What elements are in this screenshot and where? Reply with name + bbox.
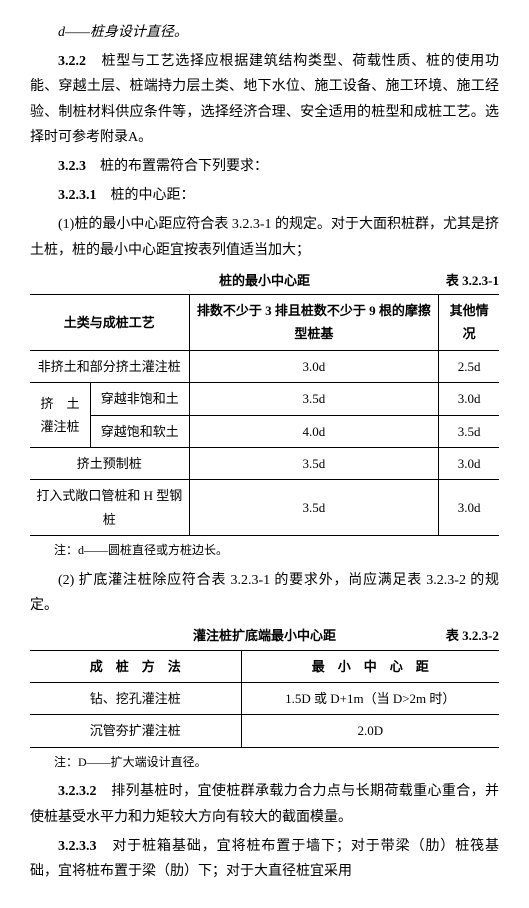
section-3-2-3: 3.2.3 桩的布置需符合下列要求：	[30, 154, 499, 179]
table-row: 沉管夯扩灌注桩 2.0D	[30, 715, 499, 747]
def-d-text: d——桩身设计直径。	[58, 25, 188, 40]
table2-title: 灌注桩扩底端最小中心距	[193, 628, 336, 643]
t1-header-2: 排数不少于 3 排且桩数不少于 9 根的摩擦型桩基	[189, 295, 439, 351]
t1-r3c3: 3.5d	[439, 415, 499, 447]
t1-r4c1: 挤土预制桩	[30, 448, 189, 480]
table-row: 穿越饱和软土 4.0d 3.5d	[30, 415, 499, 447]
sec-text-3-2-3-1: 桩的中心距：	[111, 188, 195, 203]
t1-r1c1: 非挤土和部分挤土灌注桩	[30, 350, 189, 382]
table-row: 钻、挖孔灌注桩 1.5D 或 D+1m（当 D>2m 时）	[30, 682, 499, 714]
t1-r2c1: 穿越非饱和土	[91, 383, 190, 415]
t1-r3c1: 穿越饱和软土	[91, 415, 190, 447]
sec-text-3-2-3-2: 排列基桩时，宜使桩群承载力合力点与长期荷载重心重合，并使桩基受水平力和力矩较大方…	[30, 784, 499, 824]
t1-r5c1: 打入式敞口管桩和 H 型钢桩	[30, 480, 189, 536]
table2-number: 表 3.2.3-2	[446, 624, 499, 647]
t1-r3c2: 4.0d	[189, 415, 439, 447]
para-2: (2) 扩底灌注桩除应符合表 3.2.3-1 的要求外，尚应满足表 3.2.3-…	[30, 568, 499, 618]
table-row: 非挤土和部分挤土灌注桩 3.0d 2.5d	[30, 350, 499, 382]
table-3-2-3-1: 土类与成桩工艺 排数不少于 3 排且桩数不少于 9 根的摩擦型桩基 其他情况 非…	[30, 294, 499, 536]
t1-r1c2: 3.0d	[189, 350, 439, 382]
section-3-2-3-3: 3.2.3.3 对于桩箱基础，宜将桩布置于墙下；对于带梁（肋）桩筏基础，宜将桩布…	[30, 834, 499, 884]
t1-r4c3: 3.0d	[439, 448, 499, 480]
table-row: 土类与成桩工艺 排数不少于 3 排且桩数不少于 9 根的摩擦型桩基 其他情况	[30, 295, 499, 351]
table-row: 打入式敞口管桩和 H 型钢桩 3.5d 3.0d	[30, 480, 499, 536]
table-3-2-3-2: 成 桩 方 法 最 小 中 心 距 钻、挖孔灌注桩 1.5D 或 D+1m（当 …	[30, 650, 499, 748]
table1-caption: 桩的最小中心距 表 3.2.3-1	[30, 269, 499, 292]
t1-header-3: 其他情况	[439, 295, 499, 351]
t2-r2c1: 沉管夯扩灌注桩	[30, 715, 241, 747]
t2-r2c2: 2.0D	[241, 715, 499, 747]
para-1: (1)桩的最小中心距应符合表 3.2.3-1 的规定。对于大面积桩群，尤其是挤土…	[30, 212, 499, 262]
section-3-2-2: 3.2.2 桩型与工艺选择应根据建筑结构类型、荷载性质、桩的使用功能、穿越土层、…	[30, 49, 499, 150]
t1-r1c3: 2.5d	[439, 350, 499, 382]
t2-r1c2: 1.5D 或 D+1m（当 D>2m 时）	[241, 682, 499, 714]
table-row: 挤土预制桩 3.5d 3.0d	[30, 448, 499, 480]
t2-r1c1: 钻、挖孔灌注桩	[30, 682, 241, 714]
sec-num-3-2-3-2: 3.2.3.2	[58, 784, 97, 799]
section-3-2-3-2: 3.2.3.2 排列基桩时，宜使桩群承载力合力点与长期荷载重心重合，并使桩基受水…	[30, 779, 499, 829]
def-d: d——桩身设计直径。	[30, 20, 499, 45]
sec-num-3-2-3: 3.2.3	[58, 159, 86, 174]
t1-header-1: 土类与成桩工艺	[30, 295, 189, 351]
t2-header-1: 成 桩 方 法	[30, 650, 241, 682]
table1-note: 注：d——圆桩直径或方桩边长。	[30, 540, 499, 562]
t2-header-2: 最 小 中 心 距	[241, 650, 499, 682]
t1-r2c2: 3.5d	[189, 383, 439, 415]
table2-note: 注：D——扩大端设计直径。	[30, 752, 499, 774]
t1-merge: 挤 土 灌注桩	[30, 383, 91, 448]
sec-text-3-2-3: 桩的布置需符合下列要求：	[100, 159, 268, 174]
sec-num-3-2-2: 3.2.2	[58, 54, 86, 69]
table-row: 挤 土 灌注桩 穿越非饱和土 3.5d 3.0d	[30, 383, 499, 415]
t1-merge-b: 灌注桩	[40, 419, 79, 434]
table1-number: 表 3.2.3-1	[446, 269, 499, 292]
t1-r4c2: 3.5d	[189, 448, 439, 480]
sec-num-3-2-3-3: 3.2.3.3	[58, 839, 97, 854]
section-3-2-3-1: 3.2.3.1 桩的中心距：	[30, 183, 499, 208]
sec-text-3-2-2: 桩型与工艺选择应根据建筑结构类型、荷载性质、桩的使用功能、穿越土层、桩端持力层土…	[30, 54, 499, 145]
sec-num-3-2-3-1: 3.2.3.1	[58, 188, 97, 203]
sec-text-3-2-3-3: 对于桩箱基础，宜将桩布置于墙下；对于带梁（肋）桩筏基础，宜将桩布置于梁（肋）下；…	[30, 839, 499, 879]
t1-r5c3: 3.0d	[439, 480, 499, 536]
table-row: 成 桩 方 法 最 小 中 心 距	[30, 650, 499, 682]
t1-r5c2: 3.5d	[189, 480, 439, 536]
t1-r2c3: 3.0d	[439, 383, 499, 415]
t1-merge-a: 挤 土	[40, 396, 79, 411]
table1-title: 桩的最小中心距	[219, 273, 310, 288]
table2-caption: 灌注桩扩底端最小中心距 表 3.2.3-2	[30, 624, 499, 647]
